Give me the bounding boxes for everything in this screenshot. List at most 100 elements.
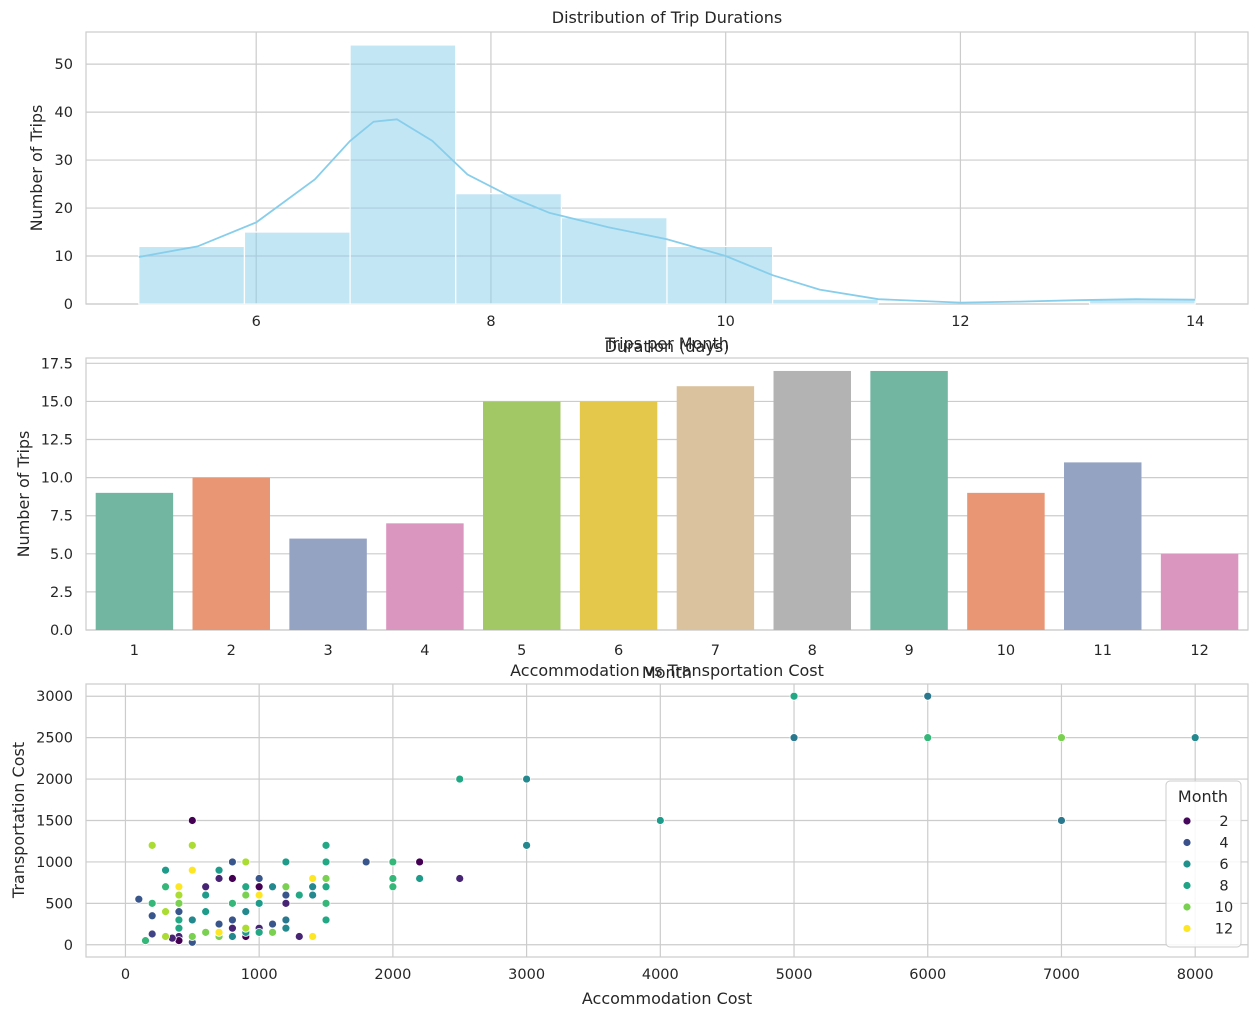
x-tick-label: 6 — [252, 314, 261, 330]
scatter-point — [268, 927, 277, 937]
x-tick-label: 5000 — [776, 967, 813, 983]
scatter-point — [201, 907, 211, 917]
scatter-point — [522, 840, 531, 850]
scatter-point — [1057, 816, 1066, 825]
x-axis-label: Accommodation Cost — [582, 989, 752, 1008]
scatter-point — [228, 898, 237, 908]
scatter-point — [254, 927, 264, 937]
x-tick-label: 7 — [711, 643, 720, 659]
x-tick-label: 12 — [1190, 643, 1208, 659]
y-tick-label: 40 — [55, 105, 73, 121]
chart-title: Distribution of Trip Durations — [552, 8, 782, 27]
x-tick-label: 2000 — [374, 967, 411, 983]
scatter-point — [241, 857, 251, 867]
y-tick-label: 2000 — [36, 772, 73, 788]
x-tick-label: 12 — [951, 314, 969, 330]
scatter-point — [187, 865, 197, 875]
scatter-point — [214, 927, 224, 937]
x-tick-label: 14 — [1186, 314, 1204, 330]
scatter-point — [228, 932, 237, 941]
scatter-point — [789, 691, 799, 701]
x-tick-label: 1000 — [241, 967, 278, 983]
scatter-point — [308, 932, 318, 941]
y-tick-label: 12.5 — [41, 433, 73, 449]
gridlines — [86, 362, 1248, 631]
legend: Month 2 4 6 8 10 12 — [1165, 780, 1242, 948]
y-tick-label: 500 — [45, 896, 73, 912]
month-bar — [483, 401, 561, 630]
histogram-bar — [772, 298, 879, 305]
histogram-bar — [138, 245, 246, 305]
y-axis-label: Number of Trips — [27, 105, 46, 232]
scatter-point — [455, 874, 465, 883]
scatter-point — [281, 890, 291, 900]
month-bar — [676, 386, 755, 630]
scatter-point — [415, 874, 425, 883]
month-bar — [773, 370, 851, 630]
plot-area — [85, 357, 1249, 631]
x-axis-label: Duration (days) — [605, 337, 730, 356]
y-tick-label: 50 — [55, 57, 73, 73]
scatter-point — [254, 874, 264, 883]
legend-marker — [1182, 838, 1192, 847]
month-bars — [95, 370, 1239, 630]
scatter-point — [174, 890, 184, 900]
scatter-point — [147, 929, 157, 939]
month-bar — [1064, 462, 1142, 630]
scatter-point — [201, 890, 211, 900]
histogram-bar — [560, 217, 668, 305]
scatter-point — [228, 874, 237, 883]
scatter-point — [187, 840, 197, 850]
month-bar — [192, 477, 270, 630]
month-bar — [1160, 553, 1239, 630]
legend-items: 2 4 6 8 10 12 — [1182, 814, 1233, 938]
y-tick-label: 17.5 — [41, 356, 73, 372]
y-axis-label: Transportation Cost — [9, 742, 28, 899]
scatter-point — [174, 923, 184, 933]
scatter-point — [281, 857, 291, 867]
scatter-point — [134, 894, 144, 904]
scatter-point — [147, 911, 157, 921]
legend-marker — [1182, 924, 1192, 933]
scatter-point — [187, 915, 197, 925]
scatter-point — [415, 857, 425, 867]
scatter-point — [308, 874, 318, 883]
scatter-point — [254, 890, 264, 900]
scatter-point — [281, 898, 291, 908]
x-tick-label: 6 — [614, 643, 623, 659]
scatter-point — [201, 927, 211, 937]
histogram-bar — [243, 231, 351, 305]
tick-labels: 0 1000 2000 3000 4000 5000 6000 7000 8000 0 500 100… — [36, 689, 1214, 983]
scatter-point — [923, 733, 933, 743]
chart-title: Accommodation vs Transportation Cost — [510, 661, 824, 680]
y-tick-label: 5.0 — [50, 547, 73, 563]
scatter-point — [281, 915, 291, 925]
scatter-point — [1190, 733, 1200, 743]
histogram-bars — [138, 44, 1196, 305]
scatter-point — [161, 907, 170, 917]
scatter-point — [361, 857, 371, 867]
legend-label: 10 — [1215, 900, 1233, 916]
scatter-point — [388, 857, 398, 867]
scatter-point — [308, 890, 318, 900]
legend-label: 6 — [1219, 857, 1228, 873]
scatter-point — [174, 898, 184, 908]
scatter-point — [141, 936, 150, 946]
scatter-point — [522, 774, 531, 784]
scatter-point — [241, 907, 251, 917]
scatter-point — [321, 898, 331, 908]
tick-labels: 0.02.55.07.510.012.515.017.51 2 3 4 5 6 7 8 9 10 1… — [41, 356, 1209, 659]
x-tick-label: 11 — [1094, 643, 1112, 659]
scatter-point — [228, 857, 237, 867]
scatter-point — [174, 915, 184, 925]
histogram-bar — [349, 44, 457, 305]
scatter-point — [321, 874, 331, 883]
scatter-point — [268, 882, 277, 892]
scatter-point — [147, 898, 157, 908]
scatter-point — [321, 840, 331, 850]
scatter-point — [923, 691, 933, 701]
scatter-point — [321, 882, 331, 892]
x-tick-label: 2 — [227, 643, 236, 659]
scatter-point — [214, 874, 224, 883]
y-tick-label: 3000 — [36, 689, 73, 705]
